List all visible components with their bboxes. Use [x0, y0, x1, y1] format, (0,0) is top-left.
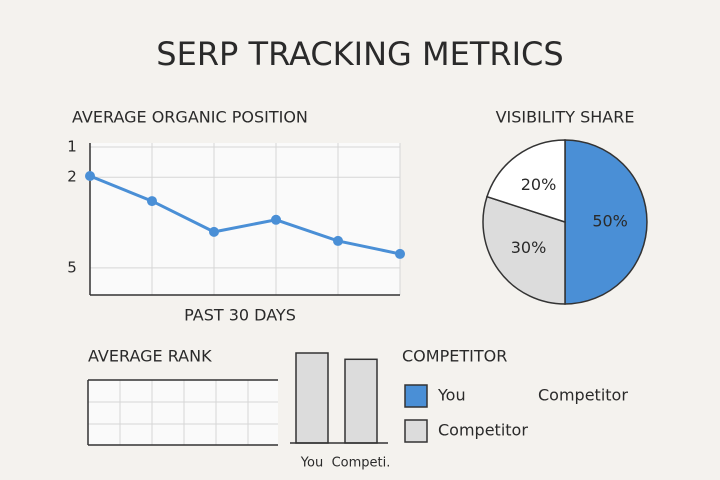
x-tick-label: Competi.	[332, 456, 391, 471]
page-title: SERP TRACKING METRICS	[156, 35, 563, 73]
bar	[344, 358, 378, 444]
legend-label: Competitor	[438, 421, 528, 440]
x-axis-label: PAST 30 DAYS	[184, 306, 296, 325]
point	[209, 226, 219, 237]
pie-slice	[486, 139, 566, 224]
line-series	[89, 174, 401, 256]
pie-slice	[482, 195, 566, 305]
slice-label: 30%	[511, 238, 547, 257]
bar	[295, 352, 329, 444]
point	[147, 196, 157, 207]
chart-title: AVERAGE RANK	[88, 347, 212, 366]
y-tick-label: 5	[67, 258, 77, 276]
slice-label: 50%	[592, 212, 628, 231]
plot-area	[90, 143, 400, 295]
slice-label: 20%	[521, 175, 557, 194]
legend-note: Competitor	[538, 386, 628, 405]
point	[333, 235, 343, 246]
legend-swatch	[404, 384, 428, 408]
legend-title: COMPETITOR	[402, 347, 507, 366]
x-tick-label: You	[300, 456, 323, 471]
y-tick-label: 1	[67, 138, 77, 156]
point	[271, 214, 281, 225]
chart-title: AVERAGE ORGANIC POSITION	[72, 108, 308, 127]
legend-swatch	[404, 419, 428, 443]
pie-slice	[564, 139, 648, 305]
chart-title: VISIBILITY SHARE	[496, 108, 635, 127]
point	[395, 248, 405, 259]
legend-label: You	[437, 386, 466, 405]
empty-rank-grid	[87, 379, 278, 446]
y-tick-label: 2	[67, 168, 77, 186]
point	[85, 170, 95, 181]
